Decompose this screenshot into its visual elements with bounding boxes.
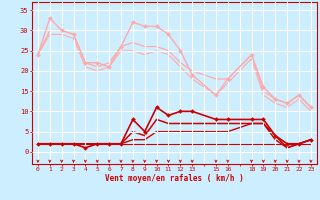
X-axis label: Vent moyen/en rafales ( km/h ): Vent moyen/en rafales ( km/h ) — [105, 174, 244, 183]
